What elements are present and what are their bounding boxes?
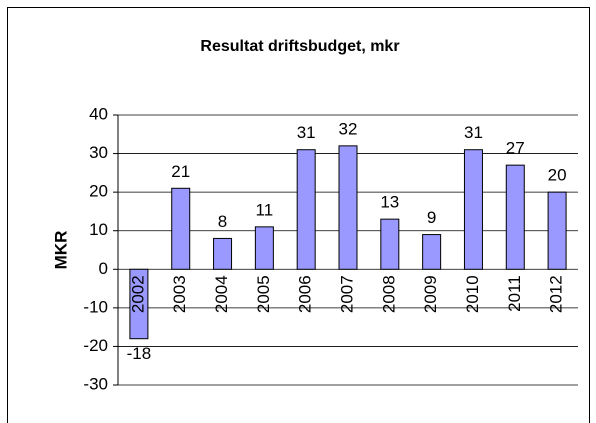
bar xyxy=(505,164,525,270)
data-label: 11 xyxy=(256,200,274,219)
data-label: 13 xyxy=(380,193,399,212)
bar xyxy=(422,234,442,270)
y-tick-label: 30 xyxy=(89,143,108,162)
y-tick-label: -10 xyxy=(83,297,108,316)
chart-title: Resultat driftsbudget, mkr xyxy=(200,38,399,55)
bar xyxy=(380,218,400,270)
x-tick-label: 2007 xyxy=(337,275,356,313)
data-label: 21 xyxy=(171,162,190,181)
x-tick-label: 2010 xyxy=(463,275,482,313)
data-label: 32 xyxy=(339,119,358,138)
bar xyxy=(129,268,149,340)
bar xyxy=(213,237,233,270)
bar xyxy=(547,191,567,270)
x-tick-label: 2005 xyxy=(254,275,273,313)
data-label: 20 xyxy=(548,166,567,185)
data-label: 9 xyxy=(427,208,436,227)
x-tick-label: 2009 xyxy=(421,275,440,313)
x-tick-label: 2011 xyxy=(505,275,524,312)
y-tick-label: -30 xyxy=(83,374,108,393)
bar xyxy=(463,149,483,270)
data-label: 27 xyxy=(506,139,525,158)
y-tick-label: 10 xyxy=(89,220,108,239)
y-axis-label: MKR xyxy=(51,231,70,270)
bar xyxy=(296,149,316,270)
y-tick-label: 20 xyxy=(89,182,108,201)
data-label: 8 xyxy=(218,212,227,231)
x-tick-label: 2008 xyxy=(379,275,398,313)
bar xyxy=(338,145,358,270)
y-tick-label: 40 xyxy=(89,104,108,123)
bar xyxy=(254,226,274,270)
data-label: 31 xyxy=(297,123,316,142)
bar xyxy=(171,187,191,270)
data-label: -18 xyxy=(127,344,152,363)
x-tick-label: 2004 xyxy=(212,275,231,313)
x-tick-label: 2003 xyxy=(170,275,189,313)
y-tick-label: -20 xyxy=(83,336,108,355)
x-tick-label: 2002 xyxy=(128,275,147,313)
x-tick-label: 2012 xyxy=(547,275,566,313)
y-tick-label: 0 xyxy=(99,259,108,278)
data-label: 31 xyxy=(464,123,483,142)
x-tick-label: 2006 xyxy=(296,275,315,313)
